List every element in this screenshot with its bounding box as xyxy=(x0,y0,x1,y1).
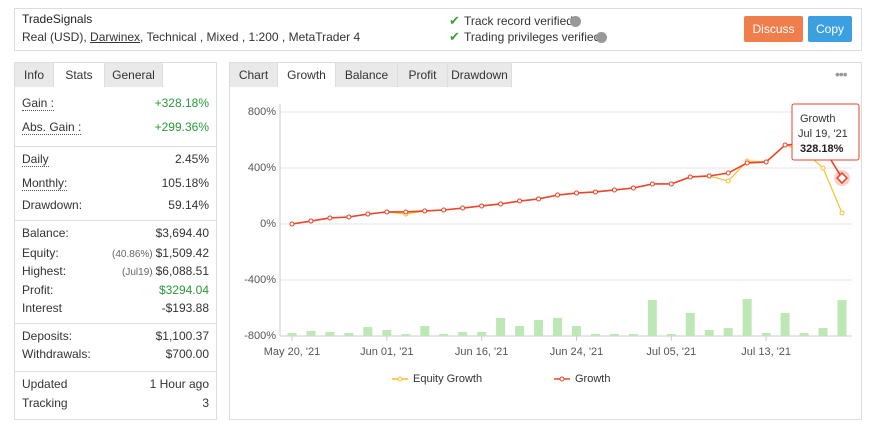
divider xyxy=(15,323,216,324)
tab[interactable]: Profit xyxy=(398,63,448,87)
info-icon xyxy=(596,32,607,43)
tab[interactable]: General xyxy=(105,63,163,87)
stat-label: Abs. Gain : xyxy=(22,120,82,135)
stat-number: +299.36% xyxy=(154,120,209,134)
stat-label: Drawdown: xyxy=(22,198,83,212)
stat-value: $3,694.40 xyxy=(156,226,209,240)
stat-value: (40.86%) $1,509.42 xyxy=(112,246,209,260)
stat-number: $3294.04 xyxy=(158,283,209,297)
verification-text: Track record verified xyxy=(464,14,573,28)
info-icon xyxy=(570,16,581,27)
tab[interactable]: Stats xyxy=(54,63,105,87)
stat-number: $700.00 xyxy=(165,347,209,361)
check-icon: ✔ xyxy=(449,29,460,44)
menu-icon[interactable]: ••• xyxy=(835,66,848,82)
stat-number: $3,694.40 xyxy=(155,226,209,240)
stat-value: +299.36% xyxy=(155,120,209,134)
divider xyxy=(15,371,216,372)
tab[interactable]: Chart xyxy=(230,63,278,87)
discuss-button[interactable]: Discuss xyxy=(744,16,803,42)
tab[interactable]: Info xyxy=(15,63,54,87)
stat-label: Balance: xyxy=(22,226,69,240)
stat-label: Equity: xyxy=(22,246,59,260)
stat-label: Interest xyxy=(22,301,63,315)
stat-label: Withdrawals: xyxy=(22,347,91,361)
stat-number: $6,088.51 xyxy=(155,264,209,278)
stat-note: (Jul19) xyxy=(122,267,153,278)
check-icon: ✔ xyxy=(449,13,460,28)
account-prefix: Real (USD), xyxy=(22,30,87,44)
stat-number: 105.18% xyxy=(161,176,209,190)
stat-value: 59.14% xyxy=(168,198,209,212)
stat-label: Gain : xyxy=(22,96,55,111)
stat-label: Tracking xyxy=(22,396,68,410)
stat-value: $1,100.37 xyxy=(156,329,209,343)
stat-label: Daily xyxy=(22,152,49,167)
stat-note: (40.86%) xyxy=(112,249,153,260)
stat-value: $3294.04 xyxy=(159,283,209,297)
stat-label: Monthly: xyxy=(22,176,68,191)
copy-button[interactable]: Copy xyxy=(808,16,852,42)
account-info: Real (USD), Darwinex, Technical , Mixed … xyxy=(22,30,360,44)
stat-label: Updated xyxy=(22,377,68,391)
verification-text: Trading privileges verified xyxy=(464,30,601,44)
stat-value: 2.45% xyxy=(175,152,209,166)
tab[interactable]: Growth xyxy=(278,63,336,87)
stat-label: Deposits: xyxy=(22,329,73,343)
chart-panel xyxy=(229,62,862,420)
stat-value: +328.18% xyxy=(155,96,209,110)
stat-value: 105.18% xyxy=(162,176,209,190)
broker-link[interactable]: Darwinex xyxy=(90,30,141,44)
stat-value: (Jul19) $6,088.51 xyxy=(122,264,209,278)
stat-value: -$193.88 xyxy=(162,301,209,315)
stat-label: Highest: xyxy=(22,264,67,278)
account-suffix: , Technical , Mixed , 1:200 , MetaTrader… xyxy=(140,30,361,44)
stat-number: $1,509.42 xyxy=(155,246,209,260)
tab[interactable]: Drawdown xyxy=(448,63,512,87)
tab[interactable]: Balance xyxy=(336,63,398,87)
stat-number: 1 Hour ago xyxy=(149,377,209,391)
title: TradeSignals xyxy=(22,12,93,26)
header xyxy=(14,8,862,51)
stat-value: $700.00 xyxy=(166,347,209,361)
stat-number: 59.14% xyxy=(168,198,209,212)
stat-number: 2.45% xyxy=(174,152,209,166)
stat-number: $1,100.37 xyxy=(155,329,209,343)
stats-panel xyxy=(14,62,217,420)
stat-number: 3 xyxy=(202,396,209,410)
divider xyxy=(15,146,216,147)
stat-value: 3 xyxy=(202,396,209,410)
stat-value: 1 Hour ago xyxy=(150,377,209,391)
stat-label: Profit: xyxy=(22,283,54,297)
stat-number: -$193.88 xyxy=(161,301,209,315)
stat-number: +328.18% xyxy=(154,96,209,110)
divider xyxy=(15,220,216,221)
